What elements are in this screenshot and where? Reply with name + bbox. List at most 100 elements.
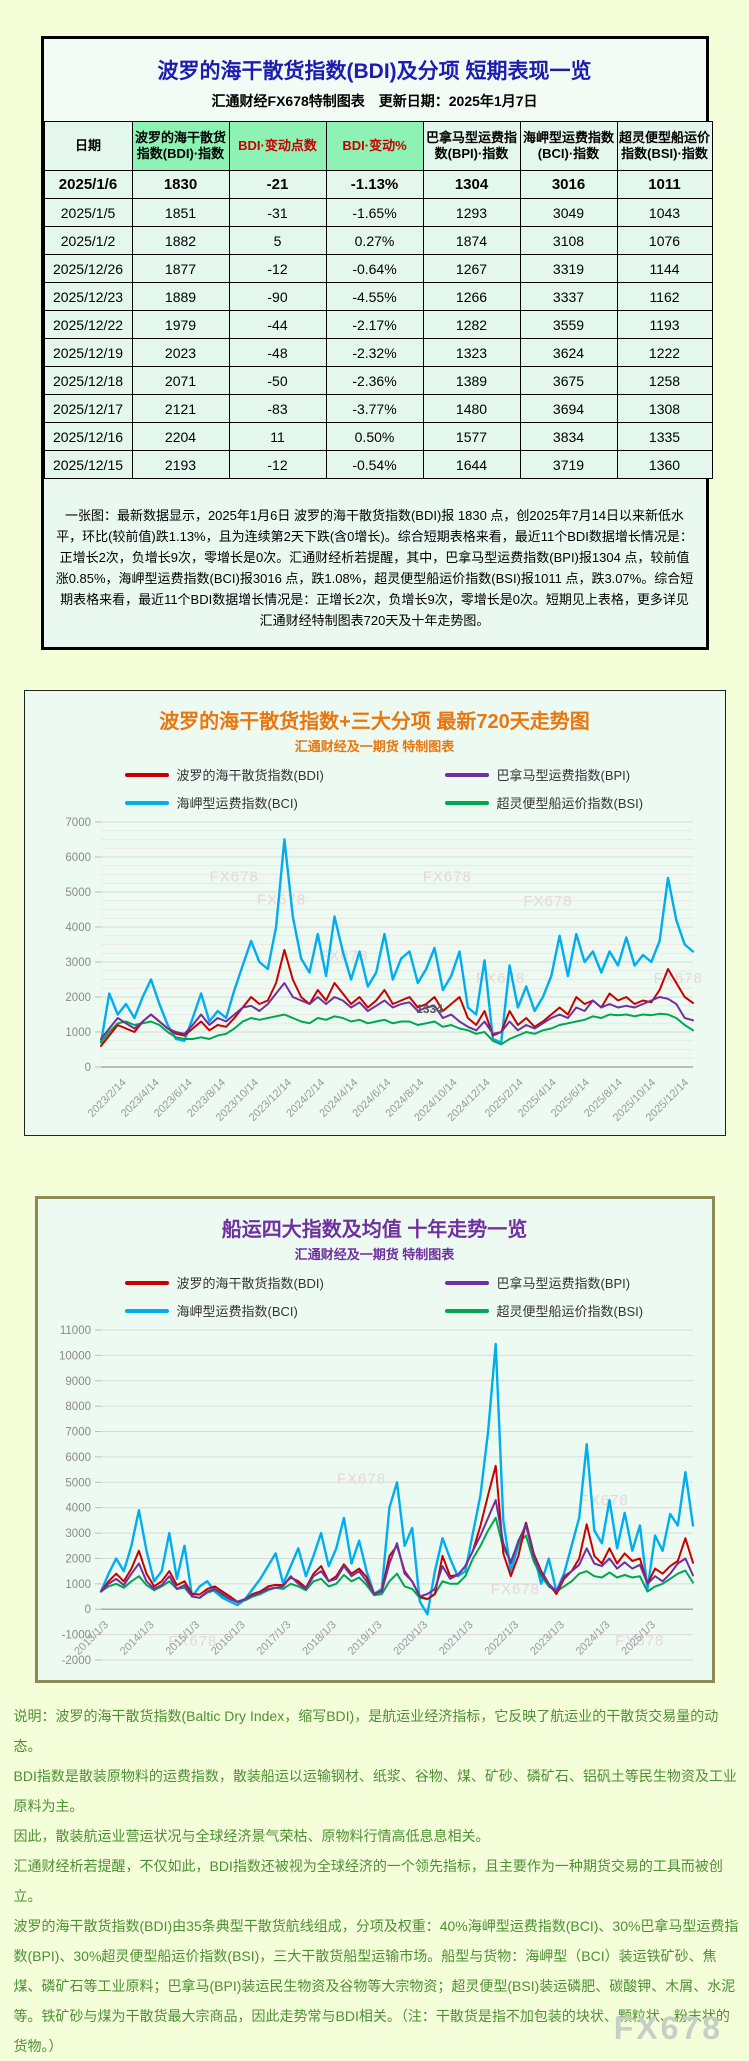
x-axis-label: 2019/1/3 — [345, 1619, 384, 1658]
value-cell: 1335 — [616, 422, 713, 451]
legend-line-swatch — [124, 1308, 169, 1313]
value-cell: 1979 — [131, 310, 230, 339]
value-cell: 3049 — [519, 198, 618, 227]
value-cell: 3624 — [519, 338, 618, 367]
column-header: 超灵便型船运价指数(BSI)·指数 — [616, 121, 713, 171]
date-cell: 2025/12/22 — [43, 310, 133, 339]
svg-text:1000: 1000 — [65, 1579, 91, 1591]
date-cell: 2025/12/19 — [43, 338, 133, 367]
value-cell: 1222 — [616, 338, 713, 367]
value-cell: 1282 — [422, 310, 521, 339]
chart-watermark: FX678 — [422, 869, 471, 886]
value-cell: 1304 — [422, 170, 521, 199]
chart-720day-card: 波罗的海干散货指数+三大分项 最新720天走势图 汇通财经及一期货 特制图表 波… — [23, 690, 726, 1136]
note-line: 因此，散装航运业营运状况与全球经济景气荣枯、原物料行情高低息息相关。 — [13, 1828, 490, 1844]
chart-tenyear-title: 船运四大指数及均值 十年走势一览 — [221, 1219, 528, 1241]
value-cell: 5 — [228, 226, 327, 255]
data-label: 1334 — [416, 1002, 443, 1016]
table-row: 2025/12/15 2193 -12 -0.54% 1644 3719 1360 — [43, 450, 713, 479]
analysis-note: 一张图：最新数据显示，2025年1月6日 波罗的海干散货指数(BDI)报 183… — [43, 479, 706, 647]
chart-watermark: FX678 — [523, 893, 572, 910]
chart-tenyear-plot: -2000 -1000 0 1000 2000 3000 4000 5000 6000 7000 8… — [59, 1325, 694, 1667]
x-axis-label: 2021/1/3 — [436, 1619, 475, 1658]
legend-item: 海岬型运费指数(BCI) — [55, 793, 375, 812]
value-cell: -2.32% — [325, 338, 424, 367]
legend-label: 海岬型运费指数(BCI) — [176, 796, 298, 811]
table-row: 2025/12/22 1979 -44 -2.17% 1282 3559 1193 — [43, 310, 713, 339]
date-cell: 2025/1/5 — [43, 198, 133, 227]
chart-720day-plot: 0 1000 2000 3000 4000 5000 6000 7000 FX678 FX678 F… — [65, 817, 701, 1124]
date-cell: 2025/1/2 — [43, 226, 133, 255]
value-cell: -44 — [228, 310, 327, 339]
chart-watermark: FX678 — [336, 1471, 385, 1488]
value-cell: 1874 — [422, 226, 521, 255]
value-cell: -12 — [228, 254, 327, 283]
chart-tenyear-card: 船运四大指数及均值 十年走势一览 汇通财经及一期货 特制图表 波罗的海干散货指数… — [34, 1196, 715, 1683]
report-subtitle: 汇通财经FX678特制图表 更新日期：2025年1月7日 — [211, 93, 538, 109]
value-cell: 1644 — [422, 450, 521, 479]
value-cell: 1577 — [422, 422, 521, 451]
table-row: 2025/12/16 2204 11 0.50% 1577 3834 1335 — [43, 422, 713, 451]
value-cell: 1266 — [422, 282, 521, 311]
legend-label: 巴拿马型运费指数(BPI) — [496, 1276, 631, 1291]
svg-text:6000: 6000 — [65, 1452, 91, 1464]
legend-label: 超灵便型船运价指数(BSI) — [496, 796, 644, 811]
value-cell: 3337 — [519, 282, 618, 311]
legend-item: 海岬型运费指数(BCI) — [55, 1301, 375, 1320]
series-line-2 — [99, 838, 694, 1044]
chart-watermark: FX678 — [168, 1633, 217, 1650]
legend-item: 波罗的海干散货指数(BDI) — [55, 765, 375, 784]
series-line-2 — [99, 1342, 694, 1616]
note-line: 汇通财经析若提醒，不仅如此，BDI指数还被视为全球经济的一个领先指标，且主要作为… — [13, 1858, 723, 1904]
svg-text:4000: 4000 — [65, 922, 91, 934]
svg-text:7000: 7000 — [65, 1427, 91, 1439]
value-cell: -12 — [228, 450, 327, 479]
value-cell: -2.36% — [325, 366, 424, 395]
legend-label: 海岬型运费指数(BCI) — [176, 1304, 298, 1319]
chart-watermark: FX678 — [615, 1633, 664, 1650]
value-cell: 3319 — [519, 254, 618, 283]
value-cell: 2023 — [131, 338, 230, 367]
fx678-watermark: FX678 — [613, 2010, 723, 2046]
table-row: 2025/12/23 1889 -90 -4.55% 1266 3337 1162 — [43, 282, 713, 311]
value-cell: 1293 — [422, 198, 521, 227]
svg-text:9000: 9000 — [65, 1376, 91, 1388]
svg-text:0: 0 — [84, 1604, 90, 1616]
value-cell: 1076 — [616, 226, 713, 255]
value-cell: 1323 — [422, 338, 521, 367]
svg-text:3000: 3000 — [65, 957, 91, 969]
short-term-table-card: 波罗的海干散货指数(BDI)及分项 短期表现一览 汇通财经FX678特制图表 更… — [40, 36, 713, 650]
column-header: 巴拿马型运费指数(BPI)·指数 — [422, 121, 521, 171]
column-header: 海岬型运费指数(BCI)·指数 — [519, 121, 618, 171]
value-cell: 2071 — [131, 366, 230, 395]
svg-text:0: 0 — [84, 1062, 90, 1074]
svg-text:7000: 7000 — [65, 817, 91, 829]
legend-label: 波罗的海干散货指数(BDI) — [176, 768, 324, 783]
date-cell: 2025/12/26 — [43, 254, 133, 283]
value-cell: 1144 — [616, 254, 713, 283]
legend-line-swatch — [124, 772, 169, 777]
value-cell: 1480 — [422, 394, 521, 423]
value-cell: 1267 — [422, 254, 521, 283]
legend-item: 波罗的海干散货指数(BDI) — [55, 1273, 375, 1292]
table-row: 2025/1/5 1851 -31 -1.65% 1293 3049 1043 — [43, 198, 713, 227]
legend-item: 超灵便型船运价指数(BSI) — [375, 1301, 695, 1320]
report-title: 波罗的海干散货指数(BDI)及分项 短期表现一览 — [157, 60, 592, 83]
chart-720day-title: 波罗的海干散货指数+三大分项 最新720天走势图 — [159, 711, 590, 733]
value-cell: 1162 — [616, 282, 713, 311]
chart-720day-legend: 波罗的海干散货指数(BDI) 巴拿马型运费指数(BPI) 海岬型运费指数(BCI) 超… — [25, 765, 725, 812]
value-cell: 1389 — [422, 366, 521, 395]
note-line: 说明：波罗的海干散货指数(Baltic Dry Index，缩写BDI)，是航运… — [13, 1708, 719, 1754]
column-header: 波罗的海干散货指数(BDI)·指数 — [131, 121, 230, 171]
column-header: BDI·变动% — [325, 121, 424, 171]
date-cell: 2025/12/15 — [43, 450, 133, 479]
date-cell: 2025/12/23 — [43, 282, 133, 311]
explanation-notes: 说明：波罗的海干散货指数(Baltic Dry Index，缩写BDI)，是航运… — [8, 1701, 742, 2061]
legend-item: 巴拿马型运费指数(BPI) — [375, 1273, 695, 1292]
series-line-1 — [99, 982, 694, 1040]
value-cell: 2193 — [131, 450, 230, 479]
svg-text:10000: 10000 — [59, 1350, 91, 1362]
chart-720day-subtitle: 汇通财经及一期货 特制图表 — [294, 739, 455, 754]
value-cell: 1193 — [616, 310, 713, 339]
value-cell: -21 — [228, 170, 327, 199]
